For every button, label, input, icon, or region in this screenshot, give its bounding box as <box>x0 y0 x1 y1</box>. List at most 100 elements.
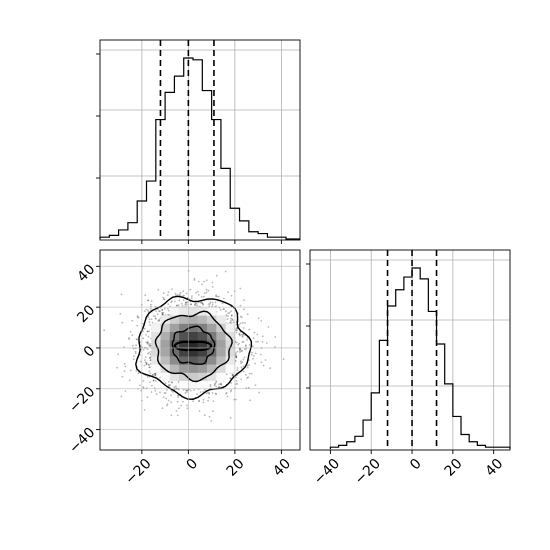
scatter-point <box>197 280 200 283</box>
top-hist-grid <box>100 40 300 240</box>
heatmap-cell <box>160 348 171 357</box>
scatter-point <box>175 294 177 297</box>
scatter-point <box>185 304 187 307</box>
heatmap-cell <box>207 307 217 316</box>
scatter-point <box>282 358 285 361</box>
scatter-point <box>153 372 156 375</box>
scatter-point <box>231 374 234 377</box>
scatter-point <box>135 338 138 341</box>
heatmap-cell <box>188 307 198 316</box>
scatter-point <box>184 303 187 306</box>
scatter-point <box>170 401 172 403</box>
scatter-point <box>149 359 152 362</box>
density-plot-area <box>103 270 285 422</box>
heatmap-cell <box>160 339 171 349</box>
scatter-point <box>154 374 157 376</box>
scatter-point <box>132 358 135 361</box>
scatter-point <box>208 305 211 308</box>
contour-line <box>154 310 233 383</box>
heatmap-cell <box>225 331 236 341</box>
scatter-point <box>246 339 248 341</box>
density-x-tick-labels: −20 0 20 40 <box>122 456 294 488</box>
scatter-point <box>211 392 214 394</box>
right-hist-ticks <box>306 263 495 454</box>
scatter-point <box>220 383 223 386</box>
scatter-point <box>161 311 164 314</box>
scatter-point <box>246 313 249 316</box>
heatmap-cell <box>179 372 189 381</box>
scatter-point <box>185 301 187 304</box>
heatmap-cell <box>188 315 198 324</box>
scatter-point <box>198 400 200 403</box>
scatter-point <box>244 345 247 348</box>
scatter-point <box>230 294 233 297</box>
heatmap-cell <box>188 323 198 332</box>
scatter-point <box>149 381 152 383</box>
scatter-point <box>208 392 211 394</box>
scatter-point <box>215 294 218 297</box>
scatter-point <box>136 315 139 317</box>
scatter-point <box>218 383 221 386</box>
scatter-point <box>144 359 146 361</box>
scatter-point <box>162 292 165 295</box>
scatter-point <box>149 357 152 360</box>
heatmap-cell <box>225 339 236 349</box>
scatter-point <box>238 333 241 335</box>
heatmap-cell <box>188 339 198 349</box>
scatter-point <box>214 392 217 395</box>
heatmap-cell <box>225 364 236 373</box>
scatter-point <box>142 348 145 351</box>
scatter-point <box>260 361 263 364</box>
heatmap-cell <box>197 364 208 373</box>
top-hist-quantile-lines <box>159 40 215 240</box>
scatter-point <box>217 386 220 389</box>
scatter-point <box>167 303 170 305</box>
scatter-point <box>145 341 148 344</box>
scatter-point <box>231 314 233 317</box>
scatter-point <box>267 326 270 328</box>
scatter-point <box>146 342 149 345</box>
scatter-point <box>211 301 214 304</box>
heatmap-cell <box>160 323 171 332</box>
scatter-point <box>205 291 208 294</box>
scatter-point <box>128 379 131 382</box>
heatmap-cell <box>179 323 189 332</box>
scatter-point <box>151 321 154 324</box>
scatter-point <box>176 414 179 417</box>
scatter-point <box>200 296 203 298</box>
scatter-point <box>222 308 225 311</box>
scatter-point <box>134 352 137 355</box>
scatter-point <box>186 389 189 392</box>
scatter-point <box>144 361 147 364</box>
scatter-point <box>215 385 218 388</box>
heatmap-cell <box>225 323 236 332</box>
scatter-point <box>166 294 169 297</box>
scatter-point <box>250 372 253 375</box>
scatter-point <box>176 400 179 403</box>
heatmap-cell <box>197 331 208 341</box>
scatter-point <box>163 307 166 310</box>
scatter-point <box>241 349 244 352</box>
scatter-point <box>230 321 232 323</box>
scatter-point <box>131 344 134 347</box>
scatter-point <box>227 312 230 315</box>
scatter-point <box>231 373 234 375</box>
heatmap-cell <box>160 315 171 324</box>
heatmap-cell <box>197 380 208 390</box>
scatter-point <box>252 337 255 340</box>
scatter-point <box>246 377 249 379</box>
scatter-point <box>250 353 253 356</box>
scatter-point <box>260 320 263 322</box>
scatter-point <box>249 399 252 402</box>
scatter-point <box>240 316 243 319</box>
heatmap-cell <box>216 339 226 349</box>
scatter-point <box>261 335 264 338</box>
scatter-point <box>144 294 147 297</box>
contour-line <box>173 340 213 352</box>
scatter-point <box>170 394 173 397</box>
scatter-point <box>177 394 179 397</box>
scatter-point <box>176 294 179 296</box>
scatter-point <box>230 319 232 322</box>
scatter-point <box>142 330 144 333</box>
scatter-point <box>257 340 259 343</box>
